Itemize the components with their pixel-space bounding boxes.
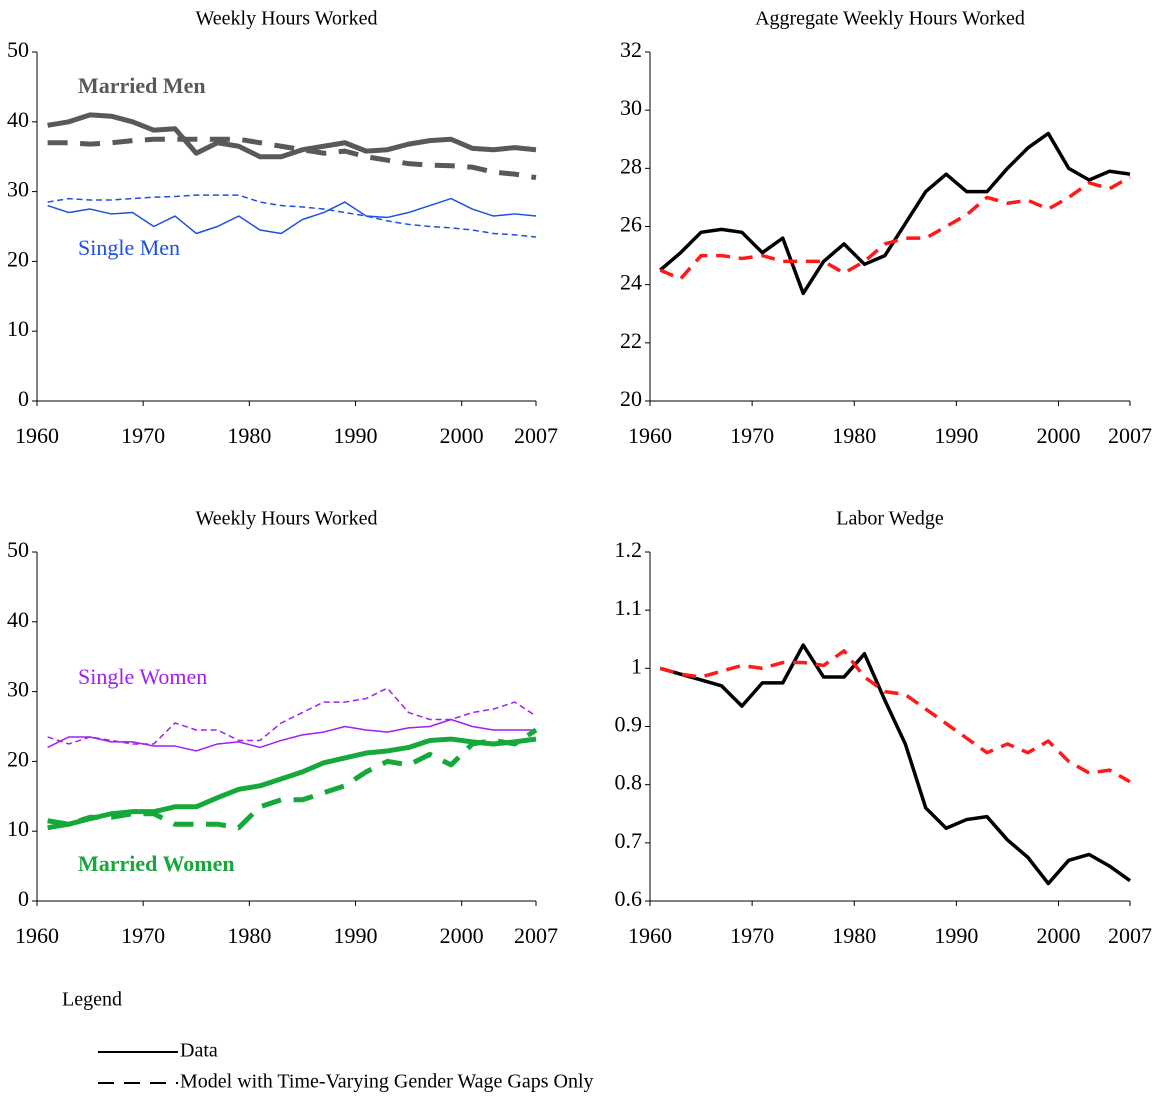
y-tick-label: 1 xyxy=(631,653,642,678)
series-line xyxy=(47,197,537,235)
y-tick-label: 10 xyxy=(7,816,29,841)
y-tick-label: 50 xyxy=(7,537,29,562)
y-tick-label: 0.7 xyxy=(615,828,643,853)
legend-title: Legend xyxy=(62,989,122,1011)
chart-title: Weekly Hours Worked xyxy=(196,508,378,530)
x-tick-label: 1980 xyxy=(832,923,876,948)
y-tick-label: 0.9 xyxy=(615,712,643,737)
y-tick-label: 20 xyxy=(7,246,29,271)
y-tick-label: 10 xyxy=(7,316,29,341)
y-tick-label: 0 xyxy=(18,886,29,911)
annotation: Single Women xyxy=(78,664,207,689)
x-tick-label: 1960 xyxy=(628,423,672,448)
x-tick-label: 2007 xyxy=(514,423,558,448)
y-tick-label: 32 xyxy=(620,37,642,62)
chart-title: Aggregate Weekly Hours Worked xyxy=(755,8,1025,30)
x-tick-label: 1970 xyxy=(121,423,165,448)
x-tick-label: 2007 xyxy=(1108,923,1152,948)
y-tick-label: 30 xyxy=(620,95,642,120)
y-tick-label: 30 xyxy=(7,677,29,702)
chart-title: Weekly Hours Worked xyxy=(196,8,378,30)
x-tick-label: 1990 xyxy=(334,923,378,948)
x-tick-label: 2007 xyxy=(514,923,558,948)
series-line xyxy=(47,136,537,181)
series-line xyxy=(659,175,1131,281)
series-line xyxy=(47,194,537,238)
y-tick-label: 1.1 xyxy=(615,595,643,620)
series-line xyxy=(659,131,1131,296)
y-tick-label: 0.6 xyxy=(615,886,643,911)
y-tick-label: 40 xyxy=(7,607,29,632)
x-tick-label: 1990 xyxy=(334,423,378,448)
x-tick-label: 1990 xyxy=(934,423,978,448)
y-tick-label: 28 xyxy=(620,153,642,178)
annotation: Married Women xyxy=(78,851,235,876)
legend-label: Model with Time-Varying Gender Wage Gaps… xyxy=(180,1071,594,1093)
series-line xyxy=(47,112,537,160)
x-tick-label: 1960 xyxy=(15,423,59,448)
y-tick-label: 26 xyxy=(620,212,642,237)
x-tick-label: 2000 xyxy=(440,423,484,448)
y-tick-label: 1.2 xyxy=(615,537,643,562)
x-tick-label: 1980 xyxy=(227,423,271,448)
y-tick-label: 0 xyxy=(18,386,29,411)
x-tick-label: 1980 xyxy=(227,923,271,948)
series-line xyxy=(47,687,537,745)
x-tick-label: 1970 xyxy=(121,923,165,948)
series-line xyxy=(659,643,1132,886)
annotation: Single Men xyxy=(78,235,180,260)
y-tick-label: 30 xyxy=(7,177,29,202)
annotation: Married Men xyxy=(78,73,206,98)
y-tick-label: 20 xyxy=(7,746,29,771)
series-line xyxy=(659,649,1131,784)
y-tick-label: 0.8 xyxy=(615,770,643,795)
x-tick-label: 1960 xyxy=(628,923,672,948)
x-tick-label: 2000 xyxy=(440,923,484,948)
x-tick-label: 1970 xyxy=(730,423,774,448)
y-tick-label: 40 xyxy=(7,107,29,132)
y-tick-label: 20 xyxy=(620,386,642,411)
y-tick-label: 50 xyxy=(7,37,29,62)
x-tick-label: 1970 xyxy=(730,923,774,948)
series-line xyxy=(47,718,536,752)
x-tick-label: 1990 xyxy=(934,923,978,948)
x-tick-label: 1960 xyxy=(15,923,59,948)
chart-title: Labor Wedge xyxy=(836,508,944,530)
x-tick-label: 1980 xyxy=(832,423,876,448)
series-line xyxy=(47,727,538,831)
y-tick-label: 22 xyxy=(620,328,642,353)
x-tick-label: 2000 xyxy=(1037,423,1081,448)
y-tick-label: 24 xyxy=(620,270,642,295)
x-tick-label: 2000 xyxy=(1037,923,1081,948)
legend-label: Data xyxy=(180,1040,218,1062)
x-tick-label: 2007 xyxy=(1108,423,1152,448)
